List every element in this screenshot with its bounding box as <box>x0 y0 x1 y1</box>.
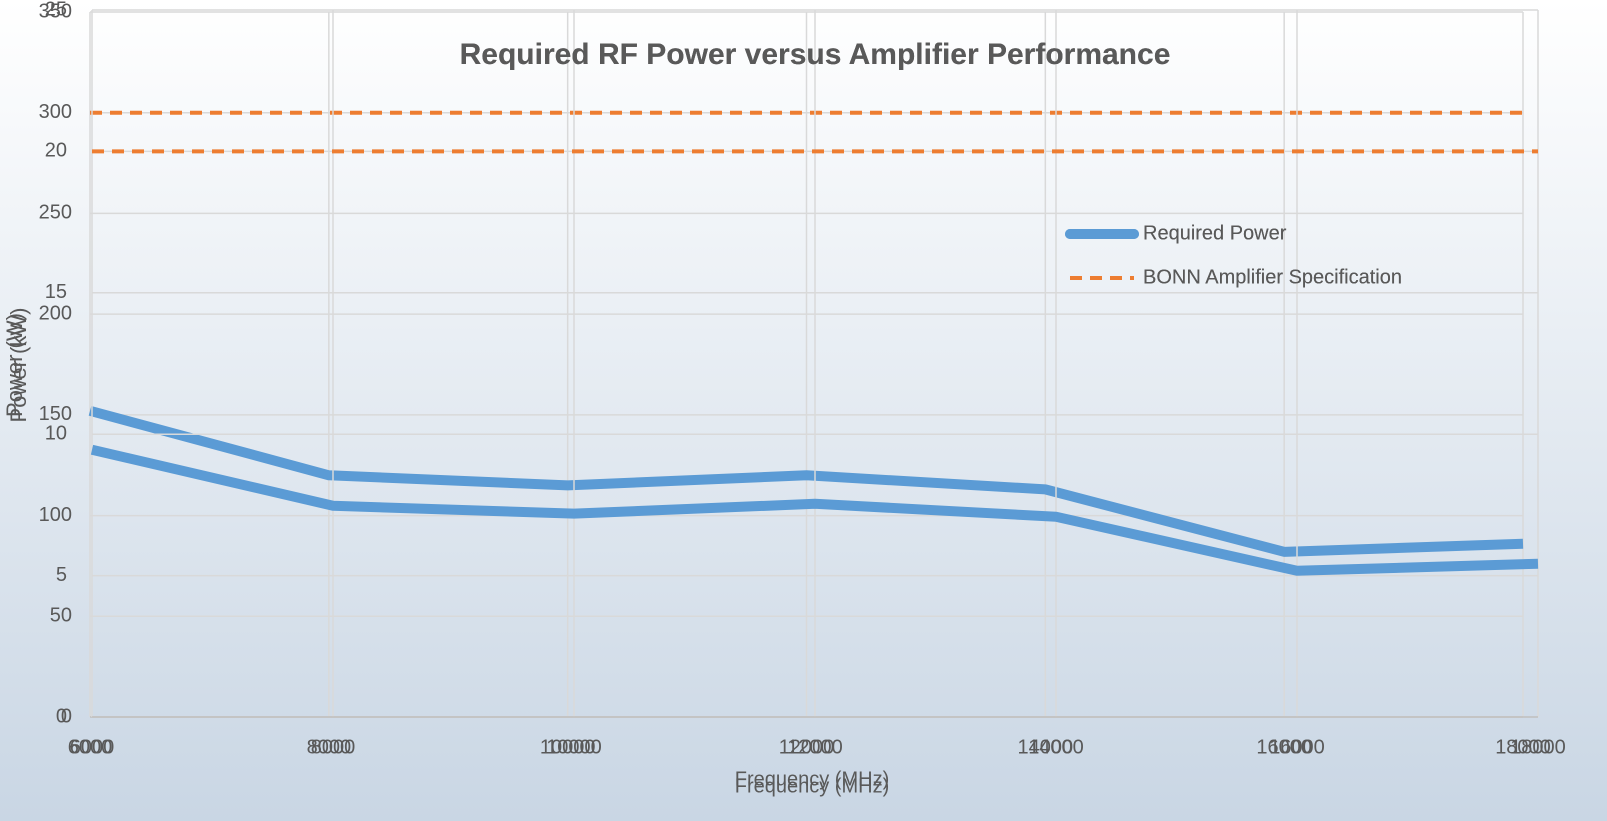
y-tick-label: 15 <box>45 281 67 303</box>
legend-label: Required Power <box>1143 222 1287 244</box>
x-tick-label: 6000 <box>68 736 113 758</box>
x-tick-label: 16000 <box>1256 736 1312 758</box>
series-line <box>88 406 1524 557</box>
y-tick-label: 200 <box>39 302 72 324</box>
legend-label: Required Power <box>1143 222 1287 244</box>
x-tick-label: 12000 <box>779 736 835 758</box>
y-tick-label: 10 <box>45 422 67 444</box>
y-axis-label: Power (kW) <box>6 308 31 423</box>
y-tick-label: 25 <box>45 0 67 20</box>
x-tick-label: 14000 <box>1018 736 1074 758</box>
y-tick-label: 20 <box>45 140 67 162</box>
x-tick-label: 10000 <box>546 736 602 758</box>
x-axis-label: Frequency (MHz) <box>735 775 889 797</box>
x-tick-label: 14000 <box>1028 736 1084 758</box>
x-tick-label: 18000 <box>1495 736 1551 758</box>
y-tick-label: 350 <box>39 0 72 22</box>
y-tick-label: 150 <box>39 403 72 425</box>
x-tick-label: 18000 <box>1510 736 1566 758</box>
y-tick-label: 0 <box>61 705 72 727</box>
x-tick-label: 8000 <box>311 736 356 758</box>
x-tick-label: 12000 <box>787 736 843 758</box>
y-tick-label: 0 <box>56 705 67 727</box>
x-axis-label: Frequency (MHz) <box>735 768 889 790</box>
y-axis-label: Power (W) <box>2 313 27 417</box>
legend-label: BONN Amplifier Specification <box>1143 266 1402 288</box>
x-tick-label: 16000 <box>1269 736 1325 758</box>
legend-label: BONN Amplifier Specification <box>1143 266 1402 288</box>
y-tick-label: 300 <box>39 101 72 123</box>
chart-title: Required RF Power versus Amplifier Perfo… <box>460 38 1171 71</box>
y-tick-label: 5 <box>56 564 67 586</box>
x-tick-label: 6000 <box>70 736 115 758</box>
y-tick-label: 100 <box>39 504 72 526</box>
y-tick-label: 50 <box>50 605 72 627</box>
series-line <box>90 444 1539 576</box>
x-tick-label: 8000 <box>307 736 352 758</box>
x-tick-label: 10000 <box>540 736 596 758</box>
y-tick-label: 250 <box>39 202 72 224</box>
